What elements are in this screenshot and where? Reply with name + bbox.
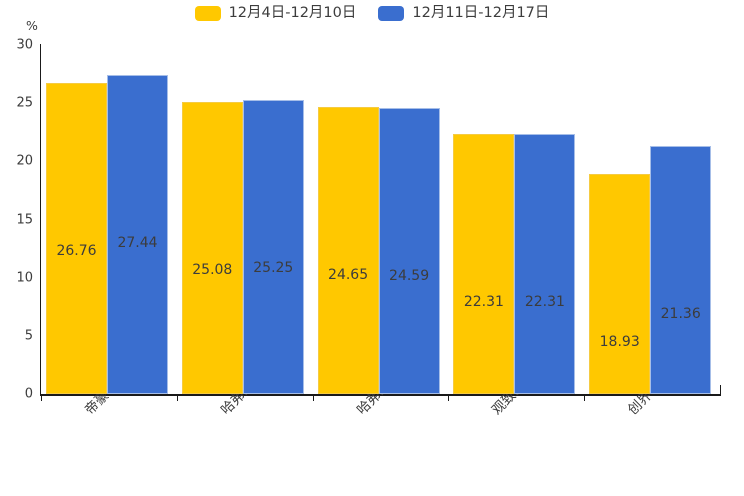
legend-label-series-1: 12月11日-12月17日 (412, 5, 550, 22)
bar-value-label: 22.31 (463, 294, 504, 311)
x-axis-line (40, 394, 721, 396)
legend-swatch-series-1 (378, 6, 405, 21)
y-axis-tick-label: 0 (24, 386, 33, 402)
bar-value-label: 26.76 (56, 242, 97, 259)
bar-value-label: 25.25 (253, 260, 294, 277)
y-axis-tick-label: 5 (24, 328, 33, 344)
x-axis-tick (584, 394, 585, 401)
x-axis-tick (448, 394, 449, 401)
bar-value-label: 25.08 (192, 262, 233, 279)
bar-value-label: 27.44 (117, 234, 158, 251)
legend-label-series-0: 12月4日-12月10日 (228, 5, 357, 22)
y-axis-tick-label: 15 (16, 212, 33, 227)
x-axis-tick (177, 394, 178, 401)
y-axis-line (40, 44, 41, 395)
x-axis-end-tick (720, 385, 721, 395)
bar-创界-series-1[interactable] (650, 145, 712, 394)
bar-value-label: 21.36 (660, 305, 701, 322)
legend-swatch-series-0 (194, 6, 221, 21)
y-axis-tick-label: 25 (16, 95, 33, 111)
bar-value-label: 22.31 (524, 294, 565, 311)
y-axis-unit-label: % (26, 18, 38, 33)
bar-观致5-series-1[interactable] (514, 134, 576, 394)
bar-帝豪GS-series-0[interactable] (46, 82, 107, 394)
x-axis-tick (313, 394, 314, 401)
bar-value-label: 24.59 (389, 267, 430, 284)
bar-创界-series-0[interactable] (589, 173, 651, 394)
bar-观致5-series-0[interactable] (453, 134, 515, 394)
chart-legend: 12月4日-12月10日 12月11日-12月17日 (0, 6, 744, 21)
bar-哈弗F7-series-0[interactable] (181, 102, 243, 394)
y-axis-tick-label: 20 (16, 153, 33, 169)
bar-value-label: 18.93 (599, 333, 640, 350)
bar-value-label: 24.65 (328, 267, 369, 284)
bar-哈弗F7X-series-1[interactable] (378, 107, 440, 394)
legend-item-1[interactable]: 12月11日-12月17日 (378, 6, 549, 21)
bar-帝豪GS-series-1[interactable] (107, 74, 168, 394)
legend-item-0[interactable]: 12月4日-12月10日 (194, 5, 357, 22)
bar-哈弗F7X-series-0[interactable] (317, 107, 379, 394)
y-axis-tick-label: 10 (16, 270, 33, 286)
x-axis-tick (41, 394, 42, 401)
bar-哈弗F7-series-1[interactable] (242, 100, 304, 394)
y-axis-tick-label: 30 (16, 37, 33, 53)
